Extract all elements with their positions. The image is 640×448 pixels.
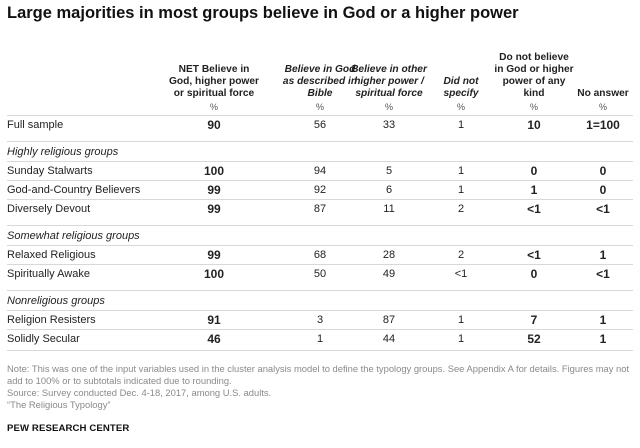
table-cell: <1 bbox=[527, 248, 541, 262]
row-separator bbox=[7, 310, 633, 311]
table-cell: 1 bbox=[457, 314, 465, 326]
group-label: Nonreligious groups bbox=[7, 295, 105, 307]
row-separator bbox=[7, 264, 633, 265]
column-header: NET Believe in God, higher power or spir… bbox=[169, 64, 259, 99]
row-separator bbox=[7, 199, 633, 200]
chart-title: Large majorities in most groups believe … bbox=[7, 4, 519, 22]
table-cell: 87 bbox=[313, 203, 327, 215]
table-cell: 1 bbox=[316, 333, 324, 345]
row-label: God-and-Country Believers bbox=[7, 184, 141, 196]
source-text: Source: Survey conducted Dec. 4-18, 2017… bbox=[7, 387, 272, 398]
table-cell: 2 bbox=[457, 203, 465, 215]
table-cell: 1 bbox=[457, 333, 465, 345]
column-unit: % bbox=[315, 102, 324, 112]
report-title-text: “The Religious Typology” bbox=[7, 399, 111, 410]
row-label: Relaxed Religious bbox=[7, 249, 96, 261]
table-cell: 56 bbox=[313, 119, 327, 131]
column-unit: % bbox=[384, 102, 393, 112]
table-cell: 0 bbox=[530, 164, 538, 178]
table-cell: 3 bbox=[316, 314, 324, 326]
table-cell: 2 bbox=[457, 249, 465, 261]
row-label: Full sample bbox=[7, 119, 64, 131]
column-header: Do not believe in God or higher power of… bbox=[494, 52, 574, 99]
table-cell: <1 bbox=[454, 268, 468, 280]
table-cell: 1 bbox=[457, 184, 465, 196]
table-cell: 90 bbox=[207, 118, 221, 132]
table-cell: 0 bbox=[599, 164, 607, 178]
row-separator bbox=[7, 115, 633, 116]
table-cell: 1 bbox=[457, 165, 465, 177]
pew-logo-text: PEW RESEARCH CENTER bbox=[7, 423, 130, 434]
column-header: Believe in other higher power / spiritua… bbox=[351, 64, 427, 99]
group-label: Somewhat religious groups bbox=[7, 230, 140, 242]
table-cell: 68 bbox=[313, 249, 327, 261]
table-cell: 99 bbox=[207, 183, 221, 197]
table-cell: 7 bbox=[530, 313, 538, 327]
row-separator bbox=[7, 290, 633, 291]
column-unit: % bbox=[209, 102, 218, 112]
table-cell: 87 bbox=[382, 314, 396, 326]
table-cell: <1 bbox=[596, 267, 610, 281]
row-separator bbox=[7, 350, 633, 351]
table-cell: 49 bbox=[382, 268, 396, 280]
table-cell: 28 bbox=[382, 249, 396, 261]
table-cell: 1 bbox=[599, 313, 607, 327]
table-cell: 99 bbox=[207, 248, 221, 262]
column-unit: % bbox=[598, 102, 607, 112]
table-cell: 52 bbox=[527, 332, 541, 346]
row-label: Religion Resisters bbox=[7, 314, 96, 326]
row-separator bbox=[7, 329, 633, 330]
column-header: Did not specify bbox=[443, 76, 479, 99]
table-cell: <1 bbox=[596, 202, 610, 216]
row-separator bbox=[7, 245, 633, 246]
table-cell: <1 bbox=[527, 202, 541, 216]
table-cell: 99 bbox=[207, 202, 221, 216]
table-cell: 1 bbox=[599, 332, 607, 346]
table-cell: 1 bbox=[599, 248, 607, 262]
column-unit: % bbox=[529, 102, 538, 112]
table-cell: 33 bbox=[382, 119, 396, 131]
column-unit: % bbox=[456, 102, 465, 112]
row-label: Spiritually Awake bbox=[7, 268, 90, 280]
group-label: Highly religious groups bbox=[7, 146, 119, 158]
table-cell: 1=100 bbox=[586, 118, 620, 132]
row-separator bbox=[7, 180, 633, 181]
row-label: Sunday Stalwarts bbox=[7, 165, 93, 177]
table-cell: 100 bbox=[203, 267, 225, 281]
table-cell: 91 bbox=[207, 313, 221, 327]
column-header: No answer bbox=[577, 88, 629, 99]
table-cell: 11 bbox=[383, 203, 395, 215]
table-cell: 92 bbox=[313, 184, 327, 196]
table-cell: 50 bbox=[313, 268, 327, 280]
table-cell: 44 bbox=[382, 333, 396, 345]
table-cell: 0 bbox=[599, 183, 607, 197]
table-cell: 94 bbox=[313, 165, 327, 177]
table-cell: 1 bbox=[530, 183, 538, 197]
column-header: Believe in God as described in Bible bbox=[282, 64, 358, 99]
table-cell: 100 bbox=[203, 164, 225, 178]
row-separator bbox=[7, 225, 633, 226]
table-cell: 0 bbox=[530, 267, 538, 281]
note-text: Note: This was one of the input variable… bbox=[7, 363, 630, 386]
table-cell: 46 bbox=[207, 332, 221, 346]
table-cell: 10 bbox=[527, 118, 541, 132]
table-cell: 1 bbox=[457, 119, 465, 131]
row-label: Diversely Devout bbox=[7, 203, 91, 215]
table-cell: 6 bbox=[385, 184, 393, 196]
table-cell: 5 bbox=[385, 165, 393, 177]
row-label: Solidly Secular bbox=[7, 333, 80, 345]
row-separator bbox=[7, 141, 633, 142]
row-separator bbox=[7, 161, 633, 162]
